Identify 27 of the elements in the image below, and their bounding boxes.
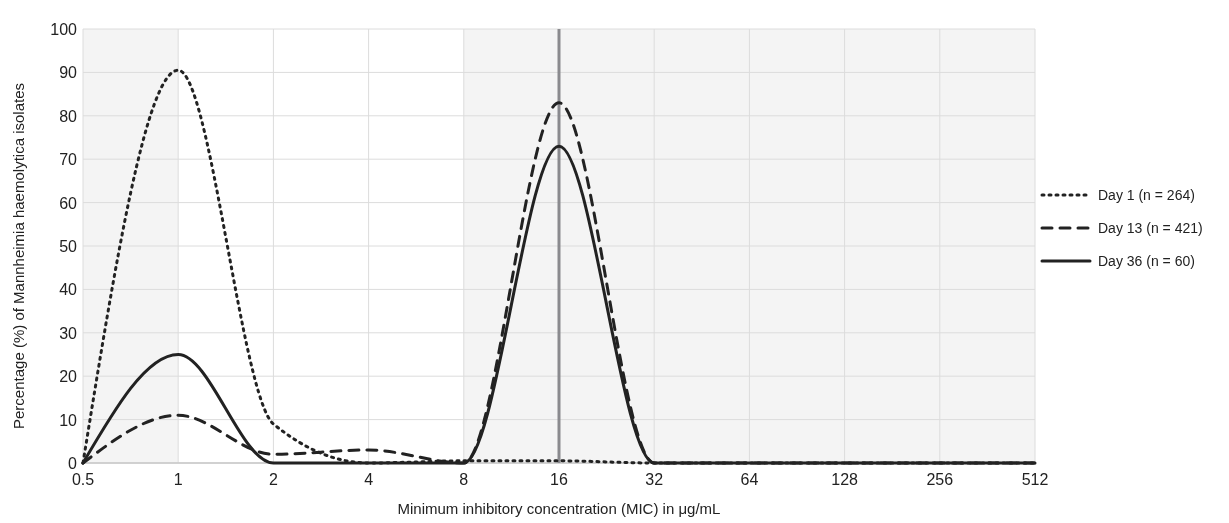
x-tick-label: 512 — [1021, 471, 1049, 488]
y-tick-label: 10 — [59, 411, 78, 429]
y-tick-label: 40 — [59, 281, 78, 299]
y-tick-label: 20 — [59, 368, 78, 386]
x-tick-label: 256 — [926, 471, 954, 488]
x-tick-label: 2 — [268, 471, 278, 488]
y-axis-title: Percentage (%) of Mannheimia haemolytica isolates — [10, 82, 27, 430]
y-tick-label: 70 — [59, 151, 78, 169]
y-tick-label: 30 — [59, 324, 78, 342]
x-tick-label: 32 — [645, 471, 664, 488]
x-tick-label: 4 — [364, 471, 374, 488]
legend-label: Day 1 (n = 264) — [1098, 187, 1195, 203]
y-tick-label: 90 — [59, 64, 78, 82]
y-tick-label: 60 — [59, 194, 78, 212]
legend-label: Day 13 (n = 421) — [1098, 220, 1203, 236]
x-tick-label: 0.5 — [71, 471, 95, 488]
x-tick-label: 16 — [550, 471, 568, 488]
x-tick-label: 64 — [740, 471, 759, 488]
legend-label: Day 36 (n = 60) — [1098, 253, 1195, 269]
y-tick-label: 80 — [59, 107, 78, 125]
x-axis-title: Minimum inhibitory concentration (MIC) in μg/mL — [397, 500, 721, 517]
x-tick-label: 1 — [173, 471, 183, 488]
x-tick-label: 128 — [831, 471, 859, 488]
y-tick-label: 100 — [50, 21, 78, 38]
y-tick-label: 0 — [68, 455, 78, 472]
x-tick-label: 8 — [459, 471, 469, 488]
y-tick-label: 50 — [59, 238, 78, 255]
